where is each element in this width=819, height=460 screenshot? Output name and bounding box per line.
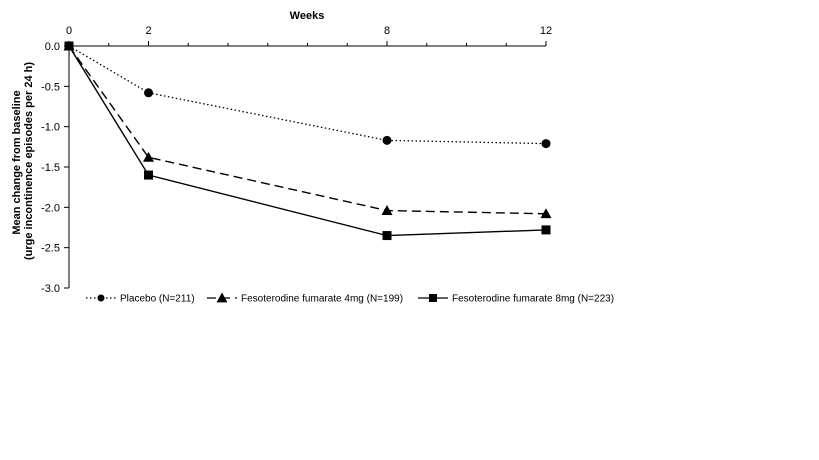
legend-item: Fesoterodine fumarate 4mg (N=199) [207, 292, 403, 305]
series-circle [64, 41, 551, 149]
x-tick-label: 2 [145, 25, 151, 37]
legend: Placebo (N=211) Fesoterodine fumarate 4mg… [86, 292, 614, 305]
series-line [68, 45, 547, 215]
data-point-square [64, 41, 74, 51]
data-point-circle [144, 88, 153, 98]
y-tick-label: -2.0 [41, 202, 60, 214]
data-point-circle [541, 139, 551, 149]
y-tick-label: -1.5 [41, 162, 60, 174]
y-tick-label: 0.0 [45, 41, 60, 53]
legend-marker-triangle [216, 292, 228, 303]
axes [68, 45, 546, 288]
data-point-square [541, 225, 551, 235]
x-axis-title: Weeks [290, 10, 325, 22]
y-axis-title: Mean change from baseline (urge incontin… [11, 62, 35, 260]
legend-item: Placebo (N=211) [86, 294, 195, 305]
data-point-square [144, 170, 153, 180]
series-line [68, 45, 547, 145]
y-axis-title-line2: (urge incontinence episodes per 24 h) [23, 62, 35, 260]
legend-label: Fesoterodine fumarate 8mg (N=223) [452, 294, 614, 305]
data-point-triangle [143, 151, 154, 162]
legend-marker-square [429, 294, 437, 302]
legend-label: Placebo (N=211) [120, 294, 195, 305]
data-point-circle [382, 135, 392, 145]
data-point-square [382, 231, 392, 241]
legend-label: Fesoterodine fumarate 4mg (N=199) [241, 294, 403, 305]
x-tick-label: 8 [384, 25, 390, 37]
x-ticks: 0 2 8 12 [66, 25, 552, 46]
data-point-triangle [381, 205, 393, 215]
x-tick-label: 12 [540, 25, 552, 37]
series-line [68, 45, 547, 237]
y-tick-label: -2.5 [41, 243, 60, 255]
data-point-triangle [540, 208, 552, 219]
y-axis-title-line1: Mean change from baseline [11, 90, 23, 234]
series [63, 40, 552, 241]
legend-item: Fesoterodine fumarate 8mg (N=223) [418, 294, 614, 305]
y-ticks: 0.0 -0.5 -1.0 -1.5 -2.0 -2.5 -3.0 [41, 41, 69, 295]
y-tick-label: -0.5 [41, 81, 60, 93]
legend-marker-circle [97, 294, 105, 302]
x-tick-label: 0 [66, 25, 72, 37]
y-tick-label: -1.0 [41, 122, 60, 134]
series-square [64, 41, 551, 241]
y-tick-label: -3.0 [41, 283, 60, 295]
series-triangle [63, 40, 552, 219]
